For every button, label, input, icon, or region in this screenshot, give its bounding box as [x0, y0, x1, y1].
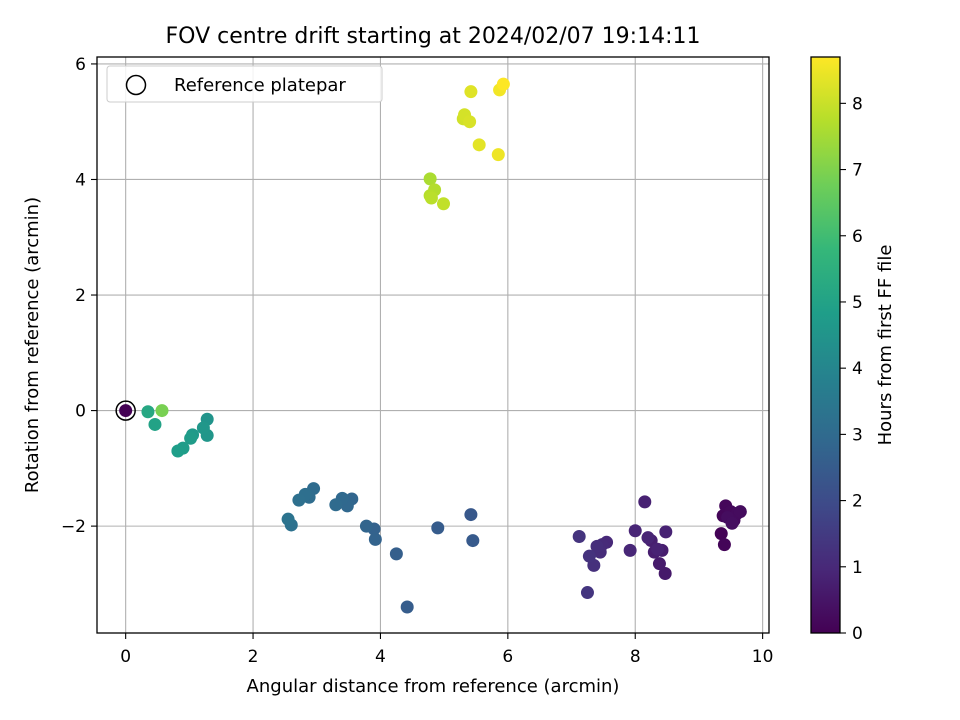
data-point [148, 417, 162, 431]
colorbar-tick-label: 2 [852, 492, 863, 512]
colorbar-tick-label: 3 [852, 425, 863, 445]
y-tick-label: 0 [75, 402, 86, 422]
colorbar-tick-label: 1 [852, 558, 863, 578]
y-tick-label: 4 [75, 170, 86, 190]
colorbar-frame [810, 56, 841, 634]
y-axis-ticks: −2 0 2 4 6 [61, 55, 97, 537]
data-point [424, 191, 438, 205]
data-point [658, 566, 672, 580]
x-axis-ticks: 0 2 4 6 8 10 [120, 633, 773, 667]
x-tick-label: 6 [502, 647, 513, 667]
data-point [590, 539, 604, 553]
x-tick-label: 4 [375, 647, 386, 667]
data-point [725, 516, 739, 530]
data-point [119, 404, 133, 418]
data-point [431, 521, 445, 535]
reference-platepar-marker [115, 400, 136, 421]
colorbar-tick-label: 8 [852, 94, 863, 114]
colorbar-tick-label: 5 [852, 293, 863, 313]
colorbar-gradient [811, 57, 840, 633]
data-point [652, 557, 666, 571]
colorbar: 0 1 2 3 4 5 6 7 8 Hours from first FF file [810, 56, 896, 644]
legend-marker-icon [125, 74, 147, 96]
data-point [400, 600, 414, 614]
data-point [580, 586, 594, 600]
data-point [623, 543, 637, 557]
grid-lines [97, 57, 769, 633]
x-tick-label: 2 [248, 647, 259, 667]
data-point [423, 172, 437, 186]
x-tick-label: 0 [120, 647, 131, 667]
data-point [292, 493, 306, 507]
data-point [171, 444, 185, 458]
data-point [638, 495, 652, 509]
data-point [464, 508, 478, 522]
data-point [628, 524, 642, 538]
x-axis-label: Angular distance from reference (arcmin) [247, 676, 620, 697]
colorbar-ticks: 0 1 2 3 4 5 6 7 8 [840, 94, 863, 644]
data-point [659, 525, 673, 539]
data-point [184, 431, 198, 445]
data-point [368, 532, 382, 546]
y-tick-label: 6 [75, 55, 86, 75]
x-tick-label: 10 [752, 647, 774, 667]
x-tick-label: 8 [630, 647, 641, 667]
y-tick-label: −2 [61, 517, 86, 537]
data-point [651, 542, 665, 556]
data-point [641, 531, 655, 545]
colorbar-tick-label: 7 [852, 161, 863, 181]
legend-label: Reference platepar [174, 75, 346, 96]
data-point [389, 547, 403, 561]
data-points [115, 77, 747, 614]
data-point [329, 498, 343, 512]
data-point [472, 138, 486, 152]
data-point [733, 505, 747, 519]
colorbar-label: Hours from first FF file [875, 245, 896, 446]
data-point [463, 115, 477, 129]
data-point [281, 512, 295, 526]
data-point [717, 538, 731, 552]
data-point [155, 404, 169, 418]
plot-frame [96, 56, 770, 634]
data-point [437, 197, 451, 211]
data-point [464, 85, 478, 99]
data-point [572, 530, 586, 544]
colorbar-tick-label: 6 [852, 227, 863, 247]
data-point [496, 77, 510, 91]
data-point [582, 549, 596, 563]
legend: Reference platepar [106, 65, 383, 103]
chart-title: FOV centre drift starting at 2024/02/07 … [166, 24, 701, 49]
data-point [491, 148, 505, 162]
y-tick-label: 2 [75, 286, 86, 306]
y-axis-label: Rotation from reference (arcmin) [22, 197, 43, 493]
data-point [466, 534, 480, 548]
colorbar-tick-label: 4 [852, 359, 863, 379]
colorbar-tick-label: 0 [852, 624, 863, 644]
data-point [714, 527, 728, 541]
data-point [359, 519, 373, 533]
legend-box [106, 65, 383, 103]
data-point [196, 421, 210, 435]
data-point [141, 405, 155, 419]
